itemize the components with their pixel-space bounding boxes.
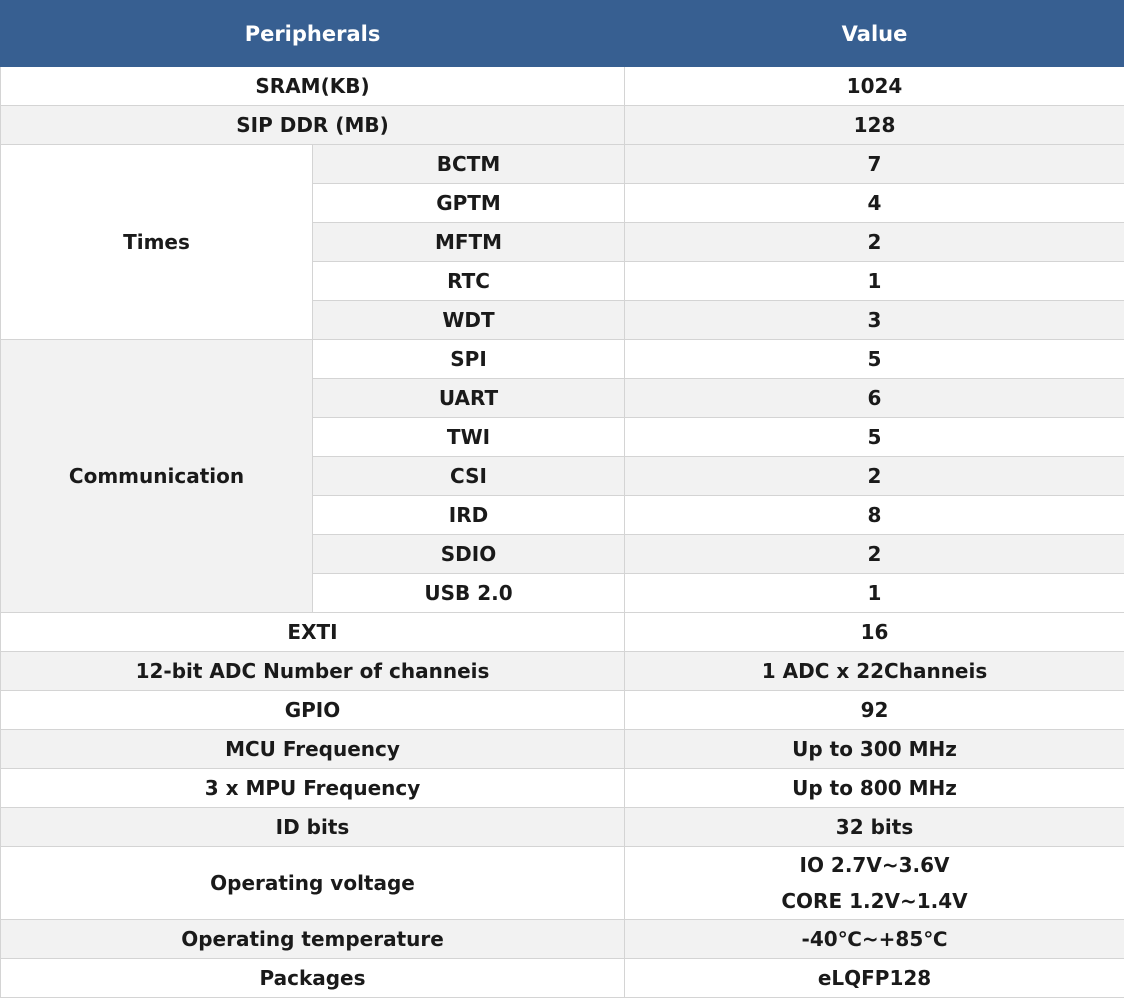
value-cell: 2 (625, 223, 1124, 262)
label-cell: 3 x MPU Frequency (1, 769, 625, 808)
value-cell: 92 (625, 691, 1124, 730)
value-line: CORE 1.2V~1.4V (625, 883, 1124, 919)
value-cell: 6 (625, 379, 1124, 418)
label-cell: 12-bit ADC Number of channeis (1, 652, 625, 691)
label-cell: Packages (1, 959, 625, 998)
label-cell: SRAM(KB) (1, 67, 625, 106)
label-cell: Operating voltage (1, 847, 625, 920)
value-cell: Up to 300 MHz (625, 730, 1124, 769)
value-cell: 128 (625, 106, 1124, 145)
value-cell: -40℃~+85℃ (625, 920, 1124, 959)
sub-label-cell: USB 2.0 (313, 574, 625, 613)
header-cell: Value (625, 1, 1124, 67)
sub-label-cell: WDT (313, 301, 625, 340)
header-row: Peripherals Value (1, 1, 1124, 67)
value-cell: 4 (625, 184, 1124, 223)
value-cell: 1 (625, 262, 1124, 301)
label-cell: EXTI (1, 613, 625, 652)
table-row: SIP DDR (MB)128 (1, 106, 1124, 145)
sub-label-cell: CSI (313, 457, 625, 496)
sub-label-cell: SDIO (313, 535, 625, 574)
sub-label-cell: IRD (313, 496, 625, 535)
sub-label-cell: BCTM (313, 145, 625, 184)
group-cell: Communication (1, 340, 313, 613)
value-cell: 5 (625, 418, 1124, 457)
label-cell: MCU Frequency (1, 730, 625, 769)
value-cell: 2 (625, 535, 1124, 574)
label-cell: ID bits (1, 808, 625, 847)
sub-label-cell: TWI (313, 418, 625, 457)
value-cell: eLQFP128 (625, 959, 1124, 998)
table-row: SRAM(KB)1024 (1, 67, 1124, 106)
sub-label-cell: MFTM (313, 223, 625, 262)
table-row: Operating temperature-40℃~+85℃ (1, 920, 1124, 959)
value-cell: 1024 (625, 67, 1124, 106)
label-cell: SIP DDR (MB) (1, 106, 625, 145)
value-cell: 1 (625, 574, 1124, 613)
sub-label-cell: RTC (313, 262, 625, 301)
value-cell: 1 ADC x 22Channeis (625, 652, 1124, 691)
value-line: IO 2.7V~3.6V (625, 847, 1124, 883)
sub-label-cell: UART (313, 379, 625, 418)
sub-label-cell: SPI (313, 340, 625, 379)
value-cell: 7 (625, 145, 1124, 184)
value-cell: 3 (625, 301, 1124, 340)
value-cell: 16 (625, 613, 1124, 652)
sub-label-cell: GPTM (313, 184, 625, 223)
group-cell: Times (1, 145, 313, 340)
value-cell: 32 bits (625, 808, 1124, 847)
label-cell: GPIO (1, 691, 625, 730)
header-cell: Peripherals (1, 1, 625, 67)
label-cell: Operating temperature (1, 920, 625, 959)
value-cell: 2 (625, 457, 1124, 496)
value-cell: 5 (625, 340, 1124, 379)
value-cell: 8 (625, 496, 1124, 535)
value-cell: Up to 800 MHz (625, 769, 1124, 808)
